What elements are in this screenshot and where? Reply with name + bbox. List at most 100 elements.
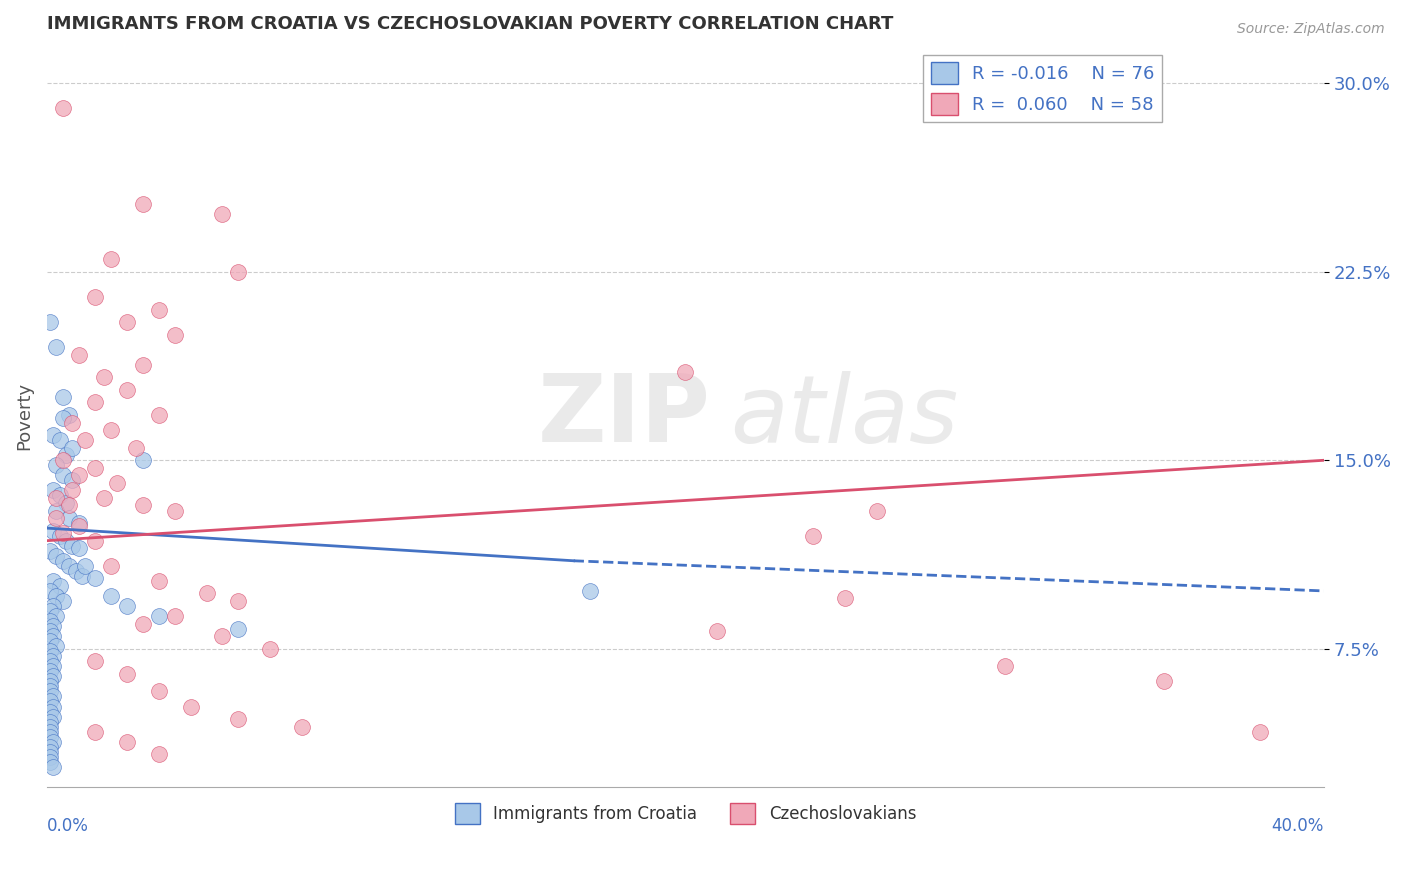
Point — [39, 724, 62, 739]
Point — [55, 496, 77, 510]
Point — [83, 460, 105, 475]
Point — [52, 594, 75, 608]
Point — [706, 624, 728, 639]
Point — [125, 441, 148, 455]
Point — [83, 395, 105, 409]
Text: 40.0%: 40.0% — [1271, 816, 1324, 835]
Point — [42, 574, 65, 588]
Point — [39, 714, 62, 729]
Point — [83, 654, 105, 668]
Point — [228, 622, 250, 636]
Point — [228, 594, 250, 608]
Point — [39, 644, 62, 658]
Point — [52, 410, 75, 425]
Point — [45, 491, 67, 505]
Point — [211, 629, 233, 643]
Point — [42, 599, 65, 613]
Point — [45, 511, 67, 525]
Point — [55, 448, 77, 462]
Point — [45, 340, 67, 354]
Point — [62, 416, 84, 430]
Text: IMMIGRANTS FROM CROATIA VS CZECHOSLOVAKIAN POVERTY CORRELATION CHART: IMMIGRANTS FROM CROATIA VS CZECHOSLOVAKI… — [46, 15, 893, 33]
Point — [131, 358, 153, 372]
Point — [62, 441, 84, 455]
Point — [148, 408, 170, 422]
Point — [42, 669, 65, 683]
Point — [42, 709, 65, 723]
Point — [39, 745, 62, 759]
Point — [148, 747, 170, 762]
Point — [45, 639, 67, 653]
Point — [834, 591, 856, 606]
Point — [58, 408, 80, 422]
Point — [39, 694, 62, 708]
Point — [42, 690, 65, 704]
Point — [83, 571, 105, 585]
Point — [100, 589, 122, 603]
Point — [163, 503, 186, 517]
Point — [100, 423, 122, 437]
Point — [148, 574, 170, 588]
Point — [39, 749, 62, 764]
Point — [93, 370, 115, 384]
Point — [131, 616, 153, 631]
Point — [115, 666, 138, 681]
Point — [105, 475, 128, 490]
Point — [52, 468, 75, 483]
Point — [52, 102, 75, 116]
Point — [148, 684, 170, 698]
Point — [115, 383, 138, 397]
Point — [55, 533, 77, 548]
Point — [75, 558, 97, 573]
Point — [65, 564, 87, 578]
Point — [45, 589, 67, 603]
Point — [180, 699, 202, 714]
Point — [1249, 724, 1271, 739]
Point — [52, 391, 75, 405]
Point — [39, 755, 62, 769]
Point — [48, 433, 70, 447]
Point — [994, 659, 1017, 673]
Point — [45, 609, 67, 624]
Point — [801, 529, 824, 543]
Point — [115, 734, 138, 748]
Point — [48, 488, 70, 502]
Point — [45, 503, 67, 517]
Text: atlas: atlas — [730, 371, 959, 462]
Point — [42, 699, 65, 714]
Point — [62, 474, 84, 488]
Point — [39, 634, 62, 648]
Point — [39, 583, 62, 598]
Point — [39, 739, 62, 754]
Point — [578, 583, 600, 598]
Point — [39, 705, 62, 719]
Point — [39, 543, 62, 558]
Point — [42, 659, 65, 673]
Y-axis label: Poverty: Poverty — [15, 383, 32, 450]
Point — [58, 499, 80, 513]
Point — [42, 428, 65, 442]
Point — [58, 511, 80, 525]
Point — [115, 599, 138, 613]
Point — [67, 348, 90, 362]
Legend: Immigrants from Croatia, Czechoslovakians: Immigrants from Croatia, Czechoslovakian… — [449, 797, 922, 830]
Point — [163, 327, 186, 342]
Point — [39, 674, 62, 689]
Point — [67, 468, 90, 483]
Point — [67, 541, 90, 556]
Point — [39, 680, 62, 694]
Point — [42, 649, 65, 664]
Point — [75, 433, 97, 447]
Point — [259, 641, 281, 656]
Point — [211, 207, 233, 221]
Text: ZIP: ZIP — [538, 370, 711, 462]
Point — [83, 724, 105, 739]
Point — [148, 302, 170, 317]
Point — [39, 654, 62, 668]
Point — [52, 554, 75, 568]
Point — [228, 265, 250, 279]
Point — [42, 734, 65, 748]
Point — [58, 558, 80, 573]
Point — [228, 712, 250, 726]
Point — [67, 518, 90, 533]
